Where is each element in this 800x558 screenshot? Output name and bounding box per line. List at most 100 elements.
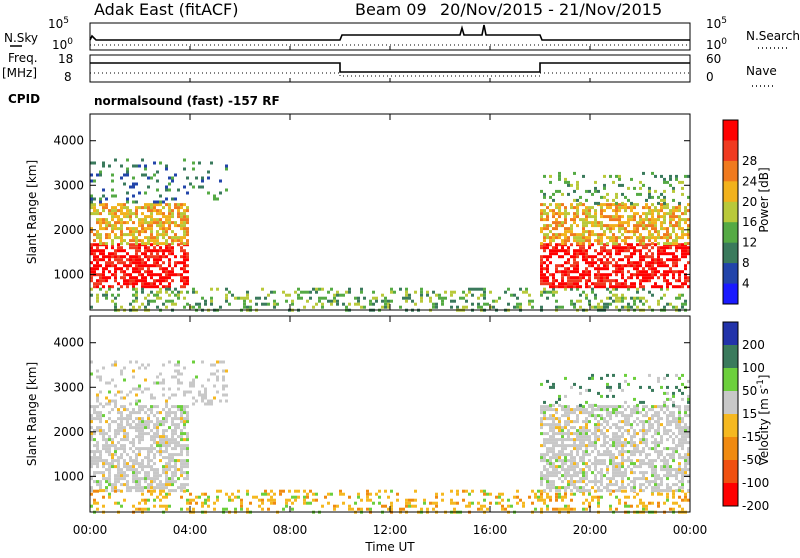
data-cell [666, 417, 669, 421]
data-cell [615, 239, 618, 243]
data-cell [603, 255, 606, 259]
data-cell [657, 276, 660, 280]
data-cell [168, 468, 171, 472]
data-cell [330, 287, 333, 291]
data-cell [111, 273, 114, 277]
data-cell [681, 293, 684, 297]
data-cell [654, 261, 657, 265]
data-cell [594, 285, 597, 289]
data-cell [138, 387, 141, 391]
data-cell [642, 435, 645, 439]
data-cell [627, 302, 630, 306]
data-cell [144, 411, 147, 415]
data-cell [588, 273, 591, 277]
data-cell [582, 270, 585, 274]
data-cell [681, 249, 684, 253]
data-cell [183, 426, 186, 430]
data-cell [102, 435, 105, 439]
data-cell [678, 495, 681, 499]
data-cell [186, 414, 189, 418]
data-cell [156, 417, 159, 421]
data-cell [225, 164, 228, 168]
data-cell [126, 465, 129, 469]
data-cell [180, 255, 183, 259]
data-cell [597, 258, 600, 262]
data-cell [651, 246, 654, 250]
data-cell [486, 302, 489, 306]
data-cell [111, 224, 114, 228]
colorbar-segment [723, 242, 738, 264]
data-cell [651, 264, 654, 268]
data-cell [195, 399, 198, 403]
data-cell [129, 273, 132, 277]
data-cell [654, 477, 657, 481]
data-cell [600, 474, 603, 478]
data-cell [216, 498, 219, 502]
data-cell [594, 477, 597, 481]
data-cell [609, 174, 612, 178]
data-cell [138, 423, 141, 427]
data-cell [630, 261, 633, 265]
data-cell [537, 498, 540, 502]
data-cell [168, 209, 171, 213]
data-cell [159, 450, 162, 454]
data-cell [648, 221, 651, 225]
data-cell [168, 396, 171, 400]
data-cell [180, 438, 183, 442]
data-cell [132, 239, 135, 243]
data-cell [633, 471, 636, 475]
data-cell [612, 258, 615, 262]
data-cell [684, 456, 687, 460]
data-cell [678, 432, 681, 436]
data-cell [348, 302, 351, 306]
data-cell [594, 212, 597, 216]
data-cell [138, 447, 141, 451]
data-cell [570, 276, 573, 280]
data-cell [555, 224, 558, 228]
data-cell [120, 405, 123, 409]
data-cell [162, 378, 165, 382]
data-cell [624, 242, 627, 246]
data-cell [435, 302, 438, 306]
data-cell [681, 417, 684, 421]
data-cell [123, 212, 126, 216]
data-cell [585, 477, 588, 481]
data-cell [672, 258, 675, 262]
data-cell [168, 258, 171, 262]
data-cell [561, 426, 564, 430]
data-cell [111, 420, 114, 424]
data-cell [657, 212, 660, 216]
data-cell [171, 480, 174, 484]
data-cell [135, 279, 138, 283]
data-cell [177, 486, 180, 490]
data-cell [93, 264, 96, 268]
data-cell [642, 432, 645, 436]
data-cell [615, 224, 618, 228]
data-cell [585, 236, 588, 240]
data-cell [576, 252, 579, 256]
data-cell [567, 285, 570, 289]
data-cell [678, 420, 681, 424]
data-cell [114, 267, 117, 271]
data-cell [672, 501, 675, 505]
data-cell [135, 282, 138, 286]
data-cell [648, 290, 651, 294]
data-cell [165, 483, 168, 487]
data-cell [543, 276, 546, 280]
data-cell [480, 489, 483, 493]
colorbar-segment [723, 222, 738, 244]
data-cell [138, 233, 141, 237]
data-cell [639, 429, 642, 433]
data-cell [630, 243, 633, 247]
data-cell [654, 227, 657, 231]
data-cell [612, 242, 615, 246]
data-cell [678, 438, 681, 442]
data-cell [558, 450, 561, 454]
data-cell [630, 282, 633, 286]
data-cell [660, 435, 663, 439]
data-cell [219, 191, 222, 195]
data-cell [315, 287, 318, 291]
data-cell [117, 390, 120, 394]
data-cell [663, 400, 666, 404]
data-cell [654, 468, 657, 472]
